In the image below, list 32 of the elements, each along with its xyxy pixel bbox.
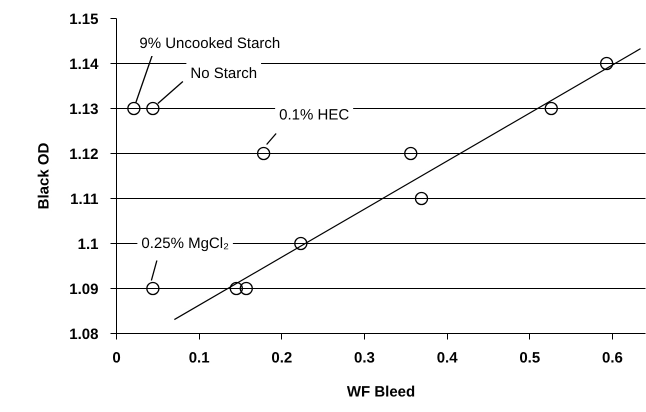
y-tick-label: 1.12: [69, 146, 99, 163]
point: [544, 102, 558, 116]
y-tick-label: 1.15: [69, 11, 99, 28]
point: [600, 56, 614, 70]
point: [146, 282, 160, 296]
x-axis-title: WF Bleed: [346, 384, 416, 400]
annotation: 0.1% HEC: [279, 106, 350, 124]
point: [146, 102, 160, 116]
point: [127, 102, 141, 116]
y-tick-label: 1.09: [69, 281, 99, 298]
x-tick-label: 0.5: [519, 350, 540, 366]
y-axis-title: Black OD: [35, 142, 52, 210]
y-tick-label: 1.1: [78, 236, 99, 253]
point: [240, 282, 253, 296]
y-tick-label: 1.14: [69, 56, 100, 73]
annotation: 0.25% MgCl₂: [141, 235, 230, 252]
x-tick-label: 0.4: [436, 350, 458, 366]
y-tick-label: 1.13: [69, 101, 99, 118]
point: [404, 146, 418, 160]
x-tick-label: 0: [112, 350, 121, 366]
y-tick-label: 1.11: [70, 191, 99, 208]
point: [294, 236, 308, 250]
annotation: 9% Uncooked Starch: [139, 35, 280, 52]
y-tick-label: 1.08: [69, 326, 99, 343]
x-tick-label: 0.3: [354, 350, 375, 366]
x-tick-label: 0.2: [271, 350, 292, 366]
x-tick-label: 0.1: [188, 350, 210, 366]
point: [256, 146, 270, 160]
x-tick-label: 0.6: [602, 350, 623, 366]
annotation: No Starch: [190, 65, 258, 82]
point: [414, 192, 428, 206]
point: [230, 282, 243, 296]
